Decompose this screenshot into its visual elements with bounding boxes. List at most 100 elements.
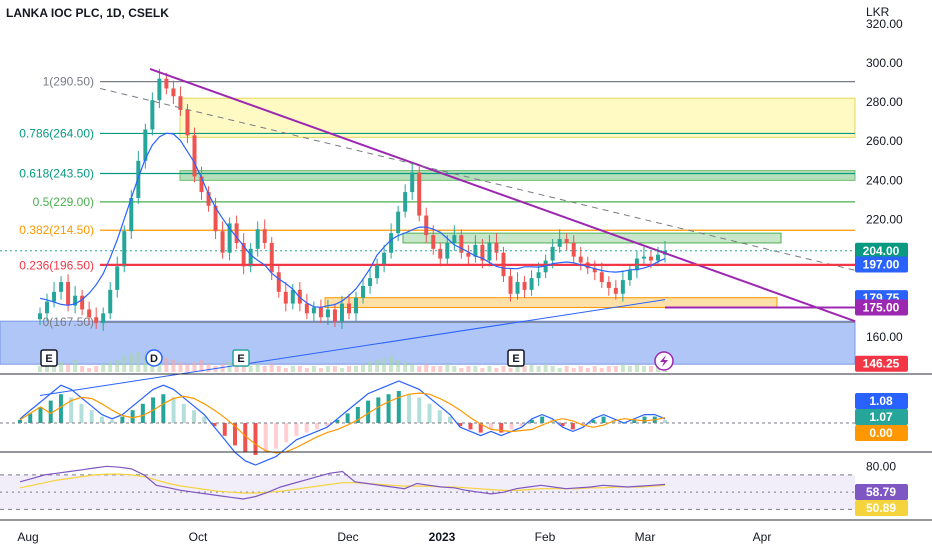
- candle-body: [129, 197, 134, 232]
- volume-bar: [94, 366, 99, 372]
- macd-histogram-bar: [591, 419, 596, 423]
- candle-body: [403, 192, 408, 212]
- macd-histogram-bar: [314, 423, 319, 430]
- macd-histogram-bar: [376, 397, 381, 423]
- consolidation-zone: [402, 232, 782, 244]
- candle-body: [73, 295, 78, 306]
- macd-histogram-bar: [263, 423, 268, 452]
- volume-bar: [585, 368, 590, 372]
- lightning-glyph: [660, 355, 668, 367]
- volume-bar: [185, 364, 190, 372]
- volume-bar: [529, 364, 534, 372]
- macd-pane[interactable]: [0, 380, 855, 466]
- macd-histogram-bar: [120, 416, 125, 423]
- price-axis[interactable]: 300.00280.00260.00240.00220.00200.00180.…: [0, 17, 932, 521]
- price-axis-tick: 320.00: [866, 17, 903, 31]
- candle-body: [94, 317, 99, 324]
- volume-bar: [115, 360, 120, 372]
- volume-bar: [290, 366, 295, 372]
- macd-histogram-bar: [540, 416, 545, 423]
- candle-body: [59, 282, 64, 292]
- macd-histogram-bar: [396, 391, 401, 423]
- candle-body: [459, 235, 464, 253]
- macd-histogram-bar: [294, 423, 299, 436]
- macd-histogram-bar: [458, 423, 463, 427]
- price-badge: [855, 242, 908, 259]
- volume-bar: [262, 366, 267, 372]
- volume-bar: [445, 364, 450, 372]
- candle-body: [382, 252, 387, 265]
- candle-body: [234, 223, 239, 243]
- volume-bar: [634, 364, 639, 372]
- macd-badge-label: 0.00: [869, 426, 893, 440]
- candle-body: [571, 242, 576, 257]
- candle-body: [606, 282, 611, 288]
- candle-body: [648, 256, 653, 261]
- macd-badge-label: 1.08: [869, 394, 893, 408]
- volume-bar: [522, 366, 527, 372]
- candle-body: [255, 229, 260, 249]
- candle-body: [585, 262, 590, 269]
- candle-body: [550, 246, 555, 261]
- candle-body: [290, 289, 295, 304]
- candle-body: [150, 100, 155, 130]
- candle-body: [438, 248, 443, 259]
- earnings-marker: [507, 349, 525, 367]
- candle-body: [269, 242, 274, 273]
- price-badge: [855, 355, 908, 372]
- volume-bar: [325, 366, 330, 372]
- candle-body: [185, 109, 190, 136]
- candle-body: [417, 172, 422, 216]
- time-axis-tick: Oct: [189, 530, 208, 544]
- candle-body: [592, 268, 597, 273]
- macd-badge: [855, 409, 908, 425]
- candle-body: [80, 295, 85, 310]
- rsi-line: [19, 465, 666, 500]
- volume-bar: [389, 356, 394, 372]
- volume-bar: [452, 366, 457, 372]
- volume-bar: [431, 366, 436, 372]
- macd-histogram-bar: [89, 410, 94, 423]
- candle-body: [122, 231, 127, 267]
- volume-bar: [361, 364, 366, 372]
- event-marker-label: E: [237, 353, 244, 365]
- macd-histogram-bar: [58, 394, 63, 423]
- volume-bar: [108, 362, 113, 372]
- fib-label: 0.382(214.50): [19, 223, 94, 237]
- volume-bar: [206, 364, 211, 372]
- macd-histogram-bar: [304, 423, 309, 433]
- fib-label: 0.236(196.50): [19, 258, 94, 272]
- candle-body: [578, 256, 583, 263]
- macd-histogram-bar: [345, 413, 350, 423]
- volume-bar: [101, 364, 106, 372]
- macd-histogram-bar: [468, 423, 473, 430]
- candle-body: [213, 205, 218, 232]
- earnings-marker: [40, 349, 58, 367]
- macd-histogram-bar: [69, 397, 74, 423]
- demand-zone: [324, 297, 778, 308]
- candle-body: [227, 223, 232, 253]
- candle-body: [248, 248, 253, 267]
- volume-bar: [318, 368, 323, 372]
- volume-bar: [143, 354, 148, 372]
- signal-line: [19, 392, 666, 454]
- time-axis[interactable]: Aug Oct Dec 2023 Feb Mar Apr: [17, 530, 771, 544]
- candle-body: [108, 289, 113, 314]
- candle-body: [262, 229, 267, 243]
- candle-body: [522, 282, 527, 290]
- candle-body: [311, 307, 316, 314]
- descending-trendline: [149, 67, 856, 323]
- earnings-marker: [232, 349, 250, 367]
- macd-line: [19, 380, 666, 466]
- volume-bar: [648, 366, 653, 372]
- candle-body: [627, 270, 632, 281]
- resistance-zone: [179, 97, 856, 138]
- candle-body: [536, 272, 541, 279]
- volume-bar: [557, 368, 562, 372]
- candle-body: [655, 254, 660, 261]
- volume-bar: [136, 352, 141, 372]
- price-badge: [855, 299, 908, 316]
- rsi-pane[interactable]: [0, 465, 855, 510]
